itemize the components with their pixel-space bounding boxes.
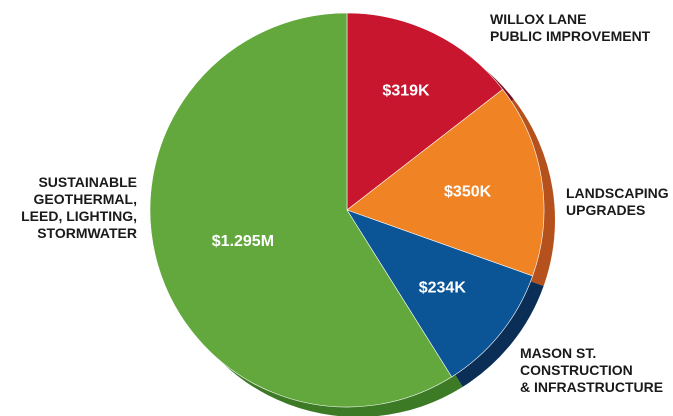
slice-value-label-willox-lane: $319K xyxy=(382,83,430,100)
slice-category-label-mason-st: MASON ST. CONSTRUCTION & INFRASTRUCTURE xyxy=(520,345,663,395)
slice-category-label-willox-lane: WILLOX LANE PUBLIC IMPROVEMENT xyxy=(490,11,651,44)
pie-slice-layer xyxy=(149,12,545,408)
slice-value-label-sustainable: $1.295M xyxy=(212,233,274,250)
slice-category-label-sustainable: SUSTAINABLE GEOTHERMAL, LEED, LIGHTING, STO… xyxy=(21,174,137,241)
slice-category-label-line: UPGRADES xyxy=(566,202,645,218)
slice-category-label-line: WILLOX LANE xyxy=(490,11,586,27)
slice-category-label-line: MASON ST. xyxy=(520,345,596,361)
slice-category-label-line: SUSTAINABLE xyxy=(38,174,137,190)
slice-value-label-landscaping: $350K xyxy=(444,184,492,201)
pie-slice-mason-st xyxy=(346,209,534,378)
slice-category-label-line: STORMWATER xyxy=(37,225,137,241)
pie-value-labels: $319K $350K $234K $1.295M xyxy=(212,83,492,297)
slice-category-label-landscaping: LANDSCAPING UPGRADES xyxy=(566,185,669,218)
slice-category-label-line: LEED, LIGHTING, xyxy=(21,208,137,224)
slice-category-label-line: GEOTHERMAL, xyxy=(34,191,137,207)
slice-category-label-line: PUBLIC IMPROVEMENT xyxy=(490,28,651,44)
slice-category-label-line: CONSTRUCTION xyxy=(520,362,633,378)
slice-value-label-mason-st: $234K xyxy=(419,279,467,296)
slice-category-label-line: LANDSCAPING xyxy=(566,185,669,201)
pie-slice-sustainable xyxy=(149,12,453,408)
pie-slice-landscaping xyxy=(346,88,545,277)
pie-slice-willox-lane xyxy=(346,12,504,211)
slice-category-label-line: & INFRASTRUCTURE xyxy=(520,379,663,395)
pie-category-labels: WILLOX LANE PUBLIC IMPROVEMENT LANDSCAPING… xyxy=(21,11,669,395)
